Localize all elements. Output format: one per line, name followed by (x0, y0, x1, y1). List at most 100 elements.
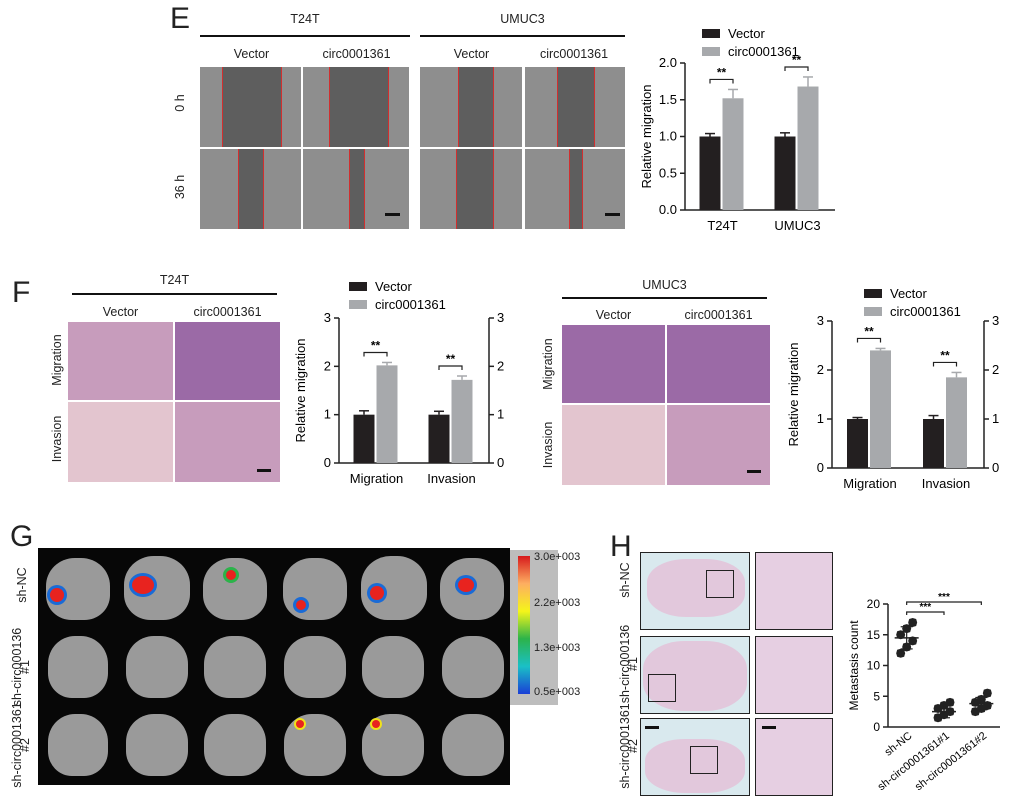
x-tick-label: T24T (707, 218, 737, 233)
histology-sh-circ2-zoom (755, 718, 833, 796)
significance-bracket (906, 601, 982, 605)
f-scale-bar-2 (747, 470, 761, 473)
histology-sh-circ1-overview (640, 636, 750, 714)
legend-label: circ0001361 (728, 44, 799, 59)
f-rule-umuc3 (562, 297, 767, 299)
significance-bracket (438, 365, 463, 370)
g-row-sh-circ1-num: #1 (18, 660, 32, 674)
legend-swatch (864, 307, 882, 316)
f-group-vector-umuc3: Vector (595, 308, 632, 322)
legend-swatch (702, 47, 720, 56)
y2-tick-label: 3 (497, 310, 504, 325)
f-cell-line-umuc3: UMUC3 (642, 278, 687, 292)
chart-e-migration: 0.0 0.5 1.0 1.5 2.0 Relative migration T24T ** U… (640, 26, 835, 233)
y-tick-label: 0 (873, 720, 880, 734)
panel-g-letter: G (10, 520, 34, 553)
significance-label: ** (371, 338, 381, 352)
y2-tick-label: 2 (497, 358, 504, 373)
y-axis-label: Relative migration (293, 338, 308, 442)
significance-bracket (363, 351, 388, 357)
histology-sh-nc-overview (640, 552, 750, 630)
significance-label: *** (938, 592, 950, 603)
e-rule-t24t (200, 35, 410, 37)
e-cell-line-t24t: T24T (290, 12, 320, 26)
panel-f-letter: F (12, 276, 31, 309)
data-point (896, 648, 906, 658)
y-axis-label: Relative migration (640, 84, 654, 188)
e-timepoint-36h: 36 h (173, 174, 187, 200)
f-cell-line-t24t: T24T (159, 273, 190, 287)
bar (722, 98, 744, 210)
significance-bracket (784, 66, 809, 71)
h-zoom-box-2 (648, 674, 676, 702)
significance-label: ** (864, 324, 874, 338)
wound-image-t24t-circ-0h (303, 67, 409, 147)
significance-bracket (906, 611, 945, 615)
significance-label: ** (446, 352, 456, 366)
bar (353, 414, 375, 463)
significance-label: ** (717, 65, 727, 79)
histology-sh-circ2-overview (640, 718, 750, 796)
bioluminescence-image-grid (38, 548, 510, 785)
y-tick-label: 0.0 (659, 202, 677, 217)
legend-label: circ0001361 (375, 297, 446, 312)
y-tick-label: 3 (324, 310, 331, 325)
e-cell-line-umuc3: UMUC3 (500, 12, 545, 26)
transwell-umuc3-circ-migration (667, 325, 770, 403)
legend-label: Vector (375, 279, 413, 294)
y-tick-label: 1 (817, 411, 824, 426)
y-tick-label: 15 (867, 628, 881, 642)
h-row-sh-circ1-num: #1 (626, 657, 640, 671)
f-group-vector-t24t: Vector (102, 305, 139, 319)
transwell-t24t-circ-migration (175, 322, 280, 400)
panel-h-letter: H (610, 530, 632, 563)
y2-tick-label: 0 (497, 455, 504, 470)
f-scale-bar-1 (257, 469, 271, 472)
bar (451, 379, 473, 463)
legend-swatch (349, 300, 367, 309)
wound-image-umuc3-circ-0h (525, 67, 625, 147)
wound-image-t24t-vector-36h (200, 149, 301, 229)
legend-label: circ0001361 (890, 304, 961, 319)
e-group-circ-t24t: circ0001361 (322, 47, 391, 61)
bar (376, 365, 398, 463)
g-row-sh-circ2-num: #2 (18, 738, 32, 752)
legend-swatch (349, 282, 367, 291)
e-scale-bar-2 (605, 213, 620, 216)
h-row-sh-circ2-num: #2 (626, 739, 640, 753)
y-tick-label: 2 (324, 358, 331, 373)
bar (923, 419, 944, 468)
colorbar-tick-2: 2.2e+003 (534, 597, 581, 609)
y2-tick-label: 3 (992, 313, 999, 328)
histology-sh-circ1-zoom (755, 636, 833, 714)
bar (870, 350, 891, 468)
y-tick-label: 2 (817, 362, 824, 377)
legend-swatch (864, 289, 882, 298)
y-tick-label: 5 (873, 689, 880, 703)
transwell-umuc3-circ-invasion (667, 405, 770, 485)
colorbar-gradient (518, 556, 530, 694)
f-assay-invasion-t24t: Invasion (50, 415, 64, 463)
significance-label: ** (940, 348, 950, 362)
transwell-umuc3-vector-migration (562, 325, 665, 403)
panel-e-letter: E (170, 2, 191, 35)
colorbar-tick-3: 1.3e+003 (534, 642, 581, 654)
f-group-circ-t24t: circ0001361 (193, 305, 262, 319)
data-point (908, 617, 918, 627)
f-assay-migration-t24t: Migration (50, 334, 64, 386)
h-scale-bar-2 (762, 726, 776, 729)
y-tick-label: 1.0 (659, 129, 677, 144)
colorbar-tick-min: 0.5e+003 (534, 686, 581, 698)
wound-image-umuc3-vector-0h (420, 67, 522, 147)
e-scale-bar-1 (385, 213, 400, 216)
data-point (896, 630, 906, 640)
wound-image-t24t-vector-0h (200, 67, 301, 147)
h-zoom-box-3 (690, 746, 718, 774)
colorbar-tick-max: 3.0e+003 (534, 551, 581, 563)
e-group-vector-umuc3: Vector (453, 47, 490, 61)
h-row-sh-nc: sh-NC (618, 562, 632, 598)
significance-bracket (932, 361, 958, 367)
e-timepoint-0h: 0 h (173, 94, 187, 112)
bar (428, 414, 450, 463)
transwell-umuc3-vector-invasion (562, 405, 665, 485)
